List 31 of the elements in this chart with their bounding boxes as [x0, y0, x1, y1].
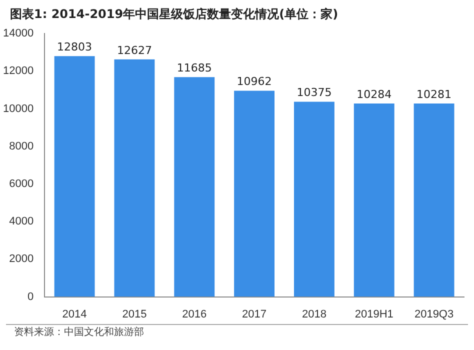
- y-tick-label: 10000: [2, 102, 34, 115]
- text: 资料来源：中国文化和旅游部: [6, 324, 468, 339]
- bar: [114, 59, 155, 297]
- x-tick-label: 2014: [62, 308, 87, 320]
- x-tick-label: 2017: [242, 308, 267, 320]
- data-label: 10962: [236, 75, 272, 88]
- data-label: 10284: [356, 88, 392, 101]
- x-tick-label: 2018: [302, 308, 326, 320]
- x-tick-label: 2015: [122, 308, 147, 320]
- data-label: 10375: [296, 86, 332, 100]
- data-label: 12627: [116, 44, 152, 57]
- x-tick-label: 2016: [182, 308, 207, 320]
- y-tick-label: 8000: [9, 140, 34, 152]
- y-tick-label: 14000: [2, 28, 34, 40]
- bar: [174, 77, 215, 297]
- x-tick-label: 2019H1: [354, 308, 394, 320]
- bar: [294, 102, 334, 297]
- y-tick-label: 12000: [2, 65, 34, 78]
- bar: [54, 56, 95, 297]
- bar: [354, 103, 394, 297]
- y-tick-label: 2000: [9, 253, 34, 266]
- x-tick-label: 2019Q3: [414, 308, 454, 320]
- data-label: 12803: [57, 40, 92, 54]
- data-label: 10281: [416, 88, 452, 101]
- y-tick-label: 0: [27, 290, 34, 303]
- y-tick-label: 6000: [9, 178, 34, 190]
- y-tick-label: 4000: [9, 216, 34, 228]
- bar: [414, 104, 454, 297]
- bar: [234, 90, 275, 297]
- chart-title: 图表1: 2014-2019年中国星级饭店数量变化情况(单位：家): [9, 6, 340, 23]
- data-label: 11685: [176, 61, 212, 74]
